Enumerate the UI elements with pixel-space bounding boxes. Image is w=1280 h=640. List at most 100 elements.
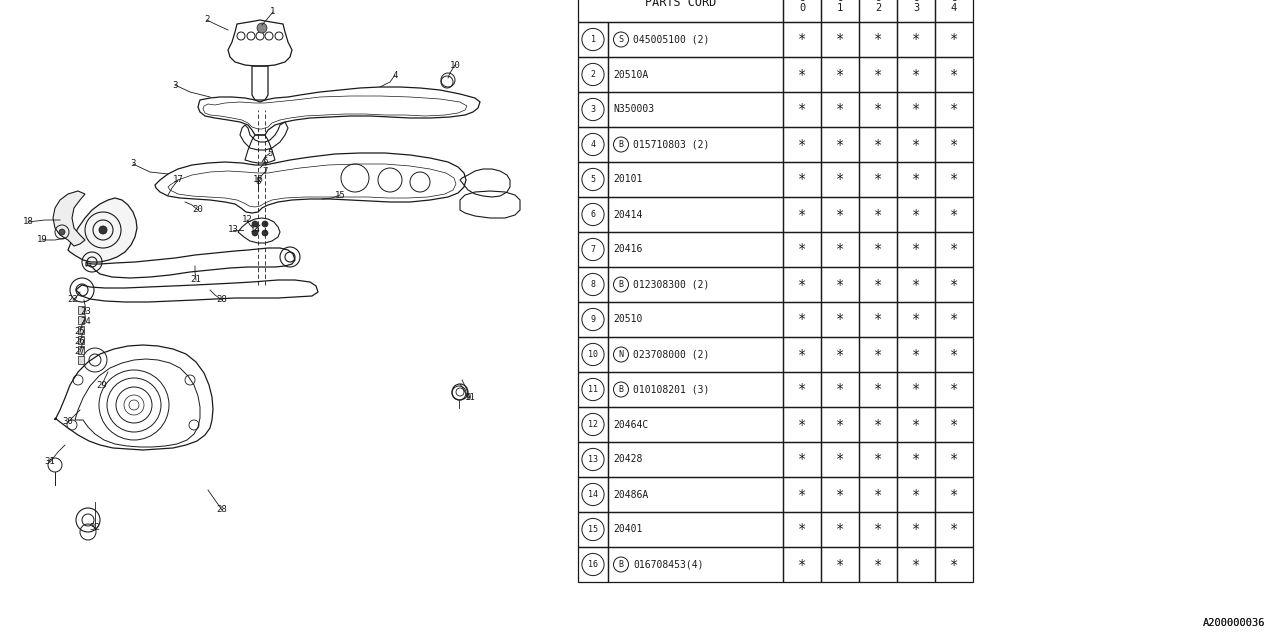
Text: *: *	[950, 522, 959, 536]
Bar	[820, 57, 859, 92]
Text: 13: 13	[228, 225, 238, 234]
Bar	[897, 372, 934, 407]
Bar	[820, 337, 859, 372]
Bar	[783, 162, 820, 197]
Text: 12: 12	[242, 216, 252, 225]
Bar	[608, 232, 783, 267]
Text: 5: 5	[590, 175, 595, 184]
Bar	[579, 197, 608, 232]
Text: 6: 6	[262, 157, 268, 166]
Text: *: *	[911, 488, 920, 502]
Bar	[859, 372, 897, 407]
Text: *: *	[950, 417, 959, 431]
Circle shape	[262, 230, 268, 236]
Text: *: *	[836, 452, 845, 467]
Text: 4: 4	[392, 70, 398, 79]
Bar	[783, 57, 820, 92]
Text: 2: 2	[205, 15, 210, 24]
Text: *: *	[836, 488, 845, 502]
Bar	[859, 197, 897, 232]
Text: *: *	[874, 557, 882, 572]
Text: *: *	[836, 557, 845, 572]
Text: *: *	[950, 452, 959, 467]
Text: 8: 8	[590, 280, 595, 289]
Text: *: *	[836, 522, 845, 536]
Bar	[820, 22, 859, 57]
Text: *: *	[911, 243, 920, 257]
Text: 015710803 (2): 015710803 (2)	[634, 140, 709, 150]
Text: 10: 10	[449, 61, 461, 70]
Text: 10: 10	[588, 350, 598, 359]
Text: *: *	[874, 207, 882, 221]
Text: 9
1: 9 1	[837, 0, 844, 13]
Polygon shape	[78, 336, 84, 344]
Text: *: *	[950, 33, 959, 47]
Bar	[859, 547, 897, 582]
Text: 18: 18	[23, 218, 33, 227]
Text: 28: 28	[216, 296, 228, 305]
Text: 9
4: 9 4	[951, 0, 957, 13]
Bar	[934, 0, 973, 22]
Text: *: *	[797, 67, 806, 81]
Bar	[783, 232, 820, 267]
Bar	[783, 442, 820, 477]
Bar	[934, 57, 973, 92]
Bar	[820, 232, 859, 267]
Bar	[859, 407, 897, 442]
Bar	[934, 407, 973, 442]
Text: 3: 3	[173, 81, 178, 90]
Bar	[608, 547, 783, 582]
Bar	[820, 512, 859, 547]
Polygon shape	[78, 346, 84, 354]
Bar	[783, 477, 820, 512]
Text: *: *	[911, 522, 920, 536]
Text: *: *	[911, 207, 920, 221]
Bar	[934, 127, 973, 162]
Circle shape	[59, 229, 65, 235]
Text: 9
2: 9 2	[874, 0, 881, 13]
Text: 7: 7	[590, 245, 595, 254]
Text: *: *	[911, 417, 920, 431]
Bar	[820, 372, 859, 407]
Text: 23: 23	[81, 307, 91, 317]
Bar	[783, 0, 820, 22]
Bar	[934, 302, 973, 337]
Bar	[897, 302, 934, 337]
Text: *: *	[950, 102, 959, 116]
Bar	[820, 162, 859, 197]
Bar	[934, 162, 973, 197]
Bar	[897, 92, 934, 127]
Text: 9
3: 9 3	[913, 0, 919, 13]
Text: *: *	[911, 138, 920, 152]
Text: 11: 11	[465, 394, 475, 403]
Text: *: *	[874, 33, 882, 47]
Text: *: *	[836, 33, 845, 47]
Text: 8: 8	[255, 177, 261, 186]
Bar	[579, 92, 608, 127]
Bar	[579, 407, 608, 442]
Bar	[608, 512, 783, 547]
Bar	[859, 0, 897, 22]
Text: *: *	[874, 383, 882, 397]
Bar	[897, 162, 934, 197]
Text: 20416: 20416	[613, 244, 643, 255]
Text: *: *	[874, 452, 882, 467]
Text: *: *	[874, 348, 882, 362]
Circle shape	[252, 230, 259, 236]
Bar	[820, 127, 859, 162]
Bar	[859, 267, 897, 302]
Bar	[897, 197, 934, 232]
Bar	[783, 547, 820, 582]
Bar	[783, 127, 820, 162]
Text: 20401: 20401	[613, 525, 643, 534]
Bar	[934, 512, 973, 547]
Text: S: S	[618, 35, 623, 44]
Bar	[897, 57, 934, 92]
Text: *: *	[874, 522, 882, 536]
Text: *: *	[874, 173, 882, 186]
Text: 1: 1	[270, 8, 275, 17]
Text: 24: 24	[81, 317, 91, 326]
Text: 045005100 (2): 045005100 (2)	[634, 35, 709, 45]
Bar	[897, 442, 934, 477]
Text: B: B	[618, 385, 623, 394]
